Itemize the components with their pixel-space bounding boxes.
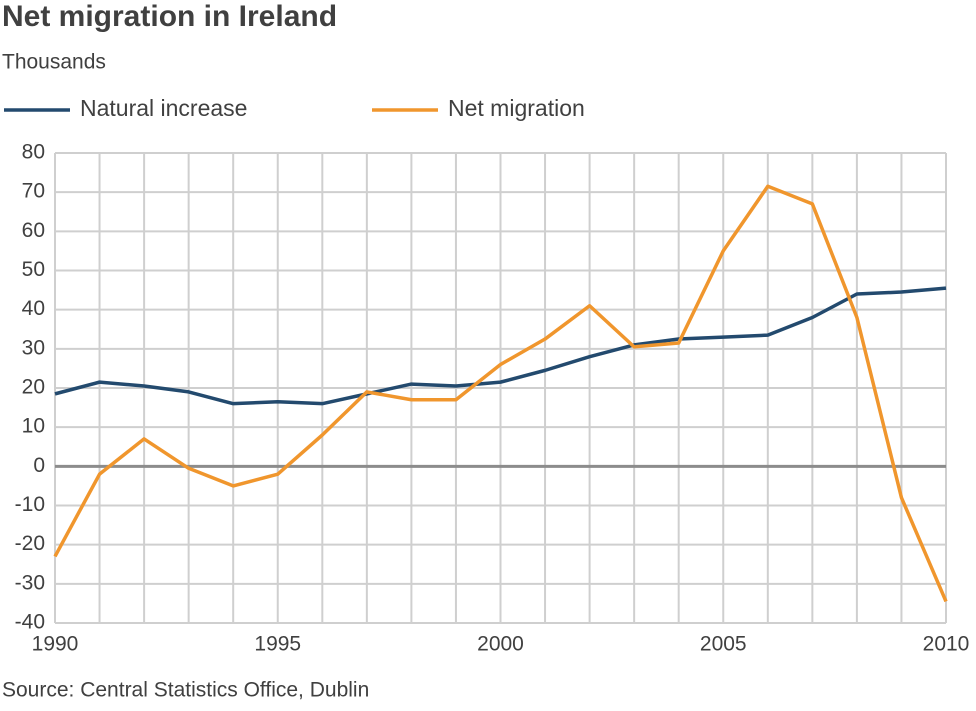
x-tick-label: 2000 (477, 633, 524, 656)
y-tick-label: 30 (22, 336, 45, 359)
legend-label: Natural increase (80, 95, 247, 121)
y-tick-label: 80 (22, 141, 45, 164)
x-tick-label: 2010 (923, 633, 970, 656)
y-tick-label: -20 (15, 532, 45, 555)
y-tick-label: 10 (22, 415, 45, 438)
y-tick-label: 40 (22, 297, 45, 320)
y-tick-label: -30 (15, 571, 45, 594)
y-tick-label: 50 (22, 258, 45, 281)
series-line (53, 184, 948, 603)
x-tick-label: 1995 (254, 633, 301, 656)
y-tick-label: 20 (22, 376, 45, 399)
y-tick-label: 70 (22, 180, 45, 203)
source: Source: Central Statistics Office, Dubli… (2, 679, 369, 702)
y-tick-label: -40 (15, 611, 45, 634)
y-tick-label: 0 (33, 454, 45, 477)
y-tick-label: 60 (22, 219, 45, 242)
series-line (54, 286, 947, 406)
x-tick-label: 1990 (32, 633, 79, 656)
chart-title: Net migration in Ireland (2, 0, 337, 33)
chart-subtitle: Thousands (2, 51, 106, 74)
x-tick-label: 2005 (700, 633, 747, 656)
legend-label: Net migration (448, 95, 585, 121)
y-tick-label: -10 (15, 493, 45, 516)
